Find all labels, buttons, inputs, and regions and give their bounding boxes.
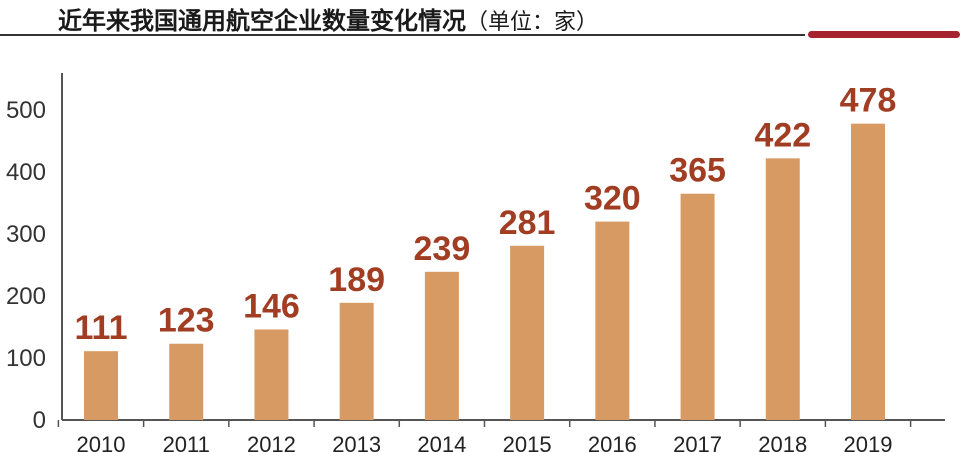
x-tick-label-2013: 2013: [332, 432, 381, 452]
bar-2011: [169, 343, 204, 420]
x-tick-label-2014: 2014: [417, 432, 466, 452]
bar-2016: [595, 221, 630, 420]
x-tick-label-2017: 2017: [673, 432, 722, 452]
accent-bar: [808, 31, 960, 38]
x-tick-label-2012: 2012: [247, 432, 296, 452]
data-label-2019: 478: [840, 82, 897, 120]
y-tick-label: 400: [6, 159, 46, 186]
data-label-2012: 146: [243, 287, 300, 325]
bar-2015: [510, 245, 545, 420]
x-tick-label-2011: 2011: [163, 432, 210, 452]
data-labels: 111 123 146 189 239 281 320 365 422 478: [75, 82, 897, 348]
x-tick-label-2019: 2019: [844, 432, 893, 452]
bar-2017: [680, 193, 715, 420]
x-tick-label-2016: 2016: [588, 432, 637, 452]
data-label-2017: 365: [669, 152, 726, 190]
y-tick-label: 500: [6, 97, 46, 124]
data-label-2018: 422: [754, 116, 811, 154]
bar-2018: [765, 158, 800, 421]
bar-2019: [851, 123, 885, 420]
title-underline: [0, 34, 805, 36]
bars: [84, 123, 885, 421]
chart-title-text: 近年来我国通用航空企业数量变化情况: [58, 7, 466, 35]
x-tick-label-2015: 2015: [503, 432, 552, 452]
chart-title: 近年来我国通用航空企业数量变化情况（单位：家）: [58, 1, 598, 36]
y-tick-label: 0: [33, 407, 46, 434]
y-tick-label: 300: [6, 221, 46, 248]
bar-2014: [424, 271, 459, 420]
data-label-2014: 239: [414, 230, 471, 268]
bar-2010: [84, 351, 118, 420]
x-tick-label-2010: 2010: [77, 432, 126, 452]
data-label-2011: 123: [158, 302, 215, 340]
data-label-2010: 111: [75, 309, 128, 347]
bar-2013: [339, 302, 374, 420]
bar-chart: 0 100 200 300 400 500 2010 2011 2012 2013 2014 2015…: [6, 73, 945, 452]
data-label-2015: 281: [499, 204, 556, 242]
unit-note: （单位：家）: [466, 10, 599, 35]
data-label-2013: 189: [328, 261, 385, 299]
bar-2012: [254, 329, 289, 420]
y-tick-label: 200: [6, 283, 46, 310]
title-bar: 近年来我国通用航空企业数量变化情况（单位：家）: [0, 0, 960, 42]
data-label-2016: 320: [584, 180, 641, 218]
x-tick-label-2018: 2018: [758, 432, 807, 452]
y-tick-label: 100: [6, 345, 46, 372]
axes: 0 100 200 300 400 500 2010 2011 2012 2013 2014 2015…: [6, 73, 945, 452]
